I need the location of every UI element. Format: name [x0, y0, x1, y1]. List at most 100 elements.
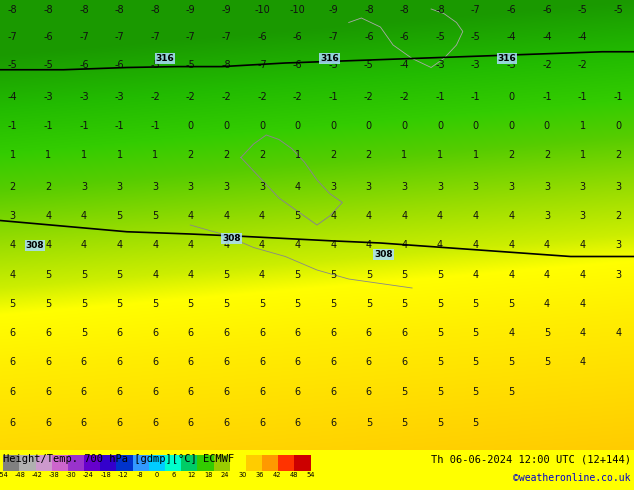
Bar	[84, 455, 100, 471]
Text: 4: 4	[45, 211, 51, 221]
Text: 4: 4	[81, 211, 87, 221]
Text: 4: 4	[401, 240, 408, 250]
Text: 5: 5	[152, 211, 158, 221]
Text: 6: 6	[295, 418, 301, 428]
Text: -5: -5	[471, 32, 481, 42]
Text: 4: 4	[579, 357, 586, 367]
Text: -5: -5	[43, 60, 53, 70]
Text: 2: 2	[544, 150, 550, 160]
Text: -5: -5	[364, 60, 373, 70]
Text: 6: 6	[45, 357, 51, 367]
Text: -8: -8	[79, 5, 89, 15]
Text: 6: 6	[401, 357, 408, 367]
Text: 4: 4	[472, 270, 479, 279]
Text: 4: 4	[579, 328, 586, 338]
Text: -1: -1	[328, 92, 338, 102]
Text: -1: -1	[542, 92, 552, 102]
Text: 3: 3	[188, 182, 194, 192]
Text: -2: -2	[257, 92, 267, 102]
Text: 3: 3	[330, 182, 336, 192]
Text: -7: -7	[150, 32, 160, 42]
Text: 5: 5	[152, 299, 158, 309]
Text: 0: 0	[366, 121, 372, 131]
Text: 5: 5	[294, 270, 301, 279]
Text: 5: 5	[366, 299, 372, 309]
Text: 4: 4	[259, 240, 265, 250]
Text: 2: 2	[10, 182, 16, 192]
Text: 5: 5	[81, 270, 87, 279]
Text: 5: 5	[81, 328, 87, 338]
Text: 3: 3	[508, 182, 514, 192]
Text: 4: 4	[188, 240, 194, 250]
Text: 2: 2	[259, 150, 265, 160]
Text: 6: 6	[81, 357, 87, 367]
Text: 6: 6	[10, 328, 16, 338]
Text: -7: -7	[328, 32, 338, 42]
Text: -2: -2	[542, 60, 552, 70]
Text: 6: 6	[152, 328, 158, 338]
Text: 6: 6	[259, 328, 265, 338]
Text: 3: 3	[401, 182, 408, 192]
Text: 4: 4	[81, 240, 87, 250]
Text: 6: 6	[45, 328, 51, 338]
Text: 0: 0	[155, 472, 159, 478]
Text: -5: -5	[150, 60, 160, 70]
Text: 6: 6	[330, 387, 336, 396]
Text: 6: 6	[401, 328, 408, 338]
Text: 6: 6	[330, 357, 336, 367]
Text: -3: -3	[471, 60, 481, 70]
Text: -7: -7	[79, 32, 89, 42]
Text: 5: 5	[472, 418, 479, 428]
Text: 12: 12	[187, 472, 195, 478]
Text: 4: 4	[401, 211, 408, 221]
Text: -4: -4	[399, 60, 410, 70]
Text: 6: 6	[10, 418, 16, 428]
Text: -3: -3	[44, 92, 53, 102]
Text: 5: 5	[259, 299, 265, 309]
Text: 3: 3	[366, 182, 372, 192]
Text: -2: -2	[186, 92, 196, 102]
Text: -7: -7	[471, 5, 481, 15]
Text: -4: -4	[578, 32, 587, 42]
Text: 5: 5	[117, 299, 122, 309]
Text: 6: 6	[295, 387, 301, 396]
Text: 316: 316	[155, 54, 174, 63]
Text: 316: 316	[498, 54, 517, 63]
Text: -6: -6	[293, 32, 302, 42]
Text: 4: 4	[472, 211, 479, 221]
Text: 6: 6	[117, 357, 122, 367]
Text: -9: -9	[186, 5, 195, 15]
Text: -3: -3	[436, 60, 445, 70]
Text: 0: 0	[508, 92, 514, 102]
Text: -6: -6	[115, 60, 124, 70]
Text: -4: -4	[542, 32, 552, 42]
Text: 1: 1	[81, 150, 87, 160]
Text: 308: 308	[25, 241, 44, 250]
Text: -30: -30	[66, 472, 77, 478]
Text: 5: 5	[508, 357, 514, 367]
Text: 4: 4	[117, 240, 122, 250]
Text: 5: 5	[294, 211, 301, 221]
Text: 6: 6	[10, 387, 16, 396]
Bar	[214, 455, 230, 471]
Text: 6: 6	[45, 418, 51, 428]
Text: 6: 6	[152, 387, 158, 396]
Text: 5: 5	[508, 299, 514, 309]
Bar	[3, 455, 20, 471]
Text: 6: 6	[223, 418, 230, 428]
Bar	[149, 455, 165, 471]
Text: 0: 0	[259, 121, 265, 131]
Text: 0: 0	[330, 121, 336, 131]
Text: -3: -3	[115, 92, 124, 102]
Text: 4: 4	[45, 240, 51, 250]
Text: 5: 5	[223, 299, 230, 309]
Text: 3: 3	[544, 182, 550, 192]
Text: 5: 5	[117, 211, 122, 221]
Text: -8: -8	[115, 5, 124, 15]
Text: 2: 2	[366, 150, 372, 160]
Text: -8: -8	[364, 5, 373, 15]
Text: 48: 48	[289, 472, 298, 478]
Text: 6: 6	[81, 387, 87, 396]
Text: 3: 3	[10, 211, 16, 221]
Text: 36: 36	[256, 472, 264, 478]
